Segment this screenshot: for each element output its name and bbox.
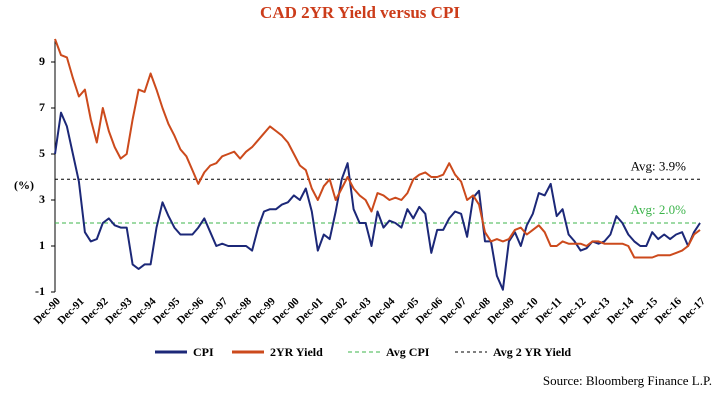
reference-label: Avg: 2.0% — [631, 202, 687, 217]
legend-label: 2YR Yield — [270, 345, 323, 359]
y-tick-label: 5 — [39, 146, 45, 160]
y-tick-label: 3 — [39, 192, 45, 206]
x-tick-label: Dec-10 — [509, 295, 541, 327]
y-tick-label: 7 — [39, 100, 45, 114]
reference-label: Avg: 3.9% — [631, 158, 687, 173]
source: Source: Bloomberg Finance L.P. — [543, 373, 712, 388]
series-line — [54, 111, 701, 291]
y-axis-label: (%) — [14, 178, 34, 192]
y-tick-label: 1 — [39, 238, 45, 252]
legend-label: Avg CPI — [386, 345, 430, 359]
legend-label: CPI — [193, 345, 214, 359]
series-line — [54, 38, 701, 259]
legend-label: Avg 2 YR Yield — [493, 345, 571, 359]
chart-title: CAD 2YR Yield versus CPI — [260, 3, 460, 22]
x-tick-label: Dec-17 — [677, 295, 709, 327]
y-tick-label: -1 — [35, 284, 45, 298]
y-tick-label: 9 — [39, 54, 45, 68]
